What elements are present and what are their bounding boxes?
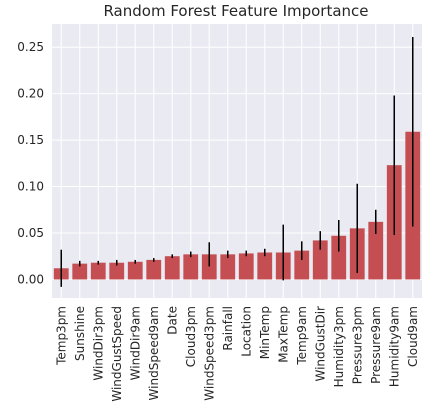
bar-MinTemp: [257, 252, 273, 280]
x-tick-label: Temp3pm: [54, 306, 68, 366]
x-tick-label: Cloud3pm: [184, 306, 198, 367]
bar-Temp9am: [294, 250, 310, 280]
bar-Date: [164, 256, 180, 280]
x-tick-label: WindSpeed3pm: [202, 306, 216, 401]
x-tick-label: Date: [165, 306, 179, 335]
bar-Humidity3pm: [331, 235, 347, 280]
y-axis: 0.00 0.05 0.10 0.15 0.20 0.25: [17, 40, 44, 286]
bar-WindDir3pm: [90, 262, 106, 280]
y-tick-label: 0.10: [17, 180, 44, 194]
x-tick-label: WindDir3pm: [91, 306, 105, 381]
x-tick-label: Humidity3pm: [332, 306, 346, 387]
x-tick-label: Pressure3pm: [350, 306, 364, 384]
y-tick-label: 0.00: [17, 272, 44, 286]
x-tick-label: MinTemp: [258, 306, 272, 359]
bar-WindDir9am: [127, 261, 143, 280]
x-tick-label: WindSpeed9am: [147, 306, 161, 400]
bar-Location: [238, 253, 254, 280]
x-tick-label: WindDir9am: [128, 306, 142, 380]
bar-WindSpeed9am: [146, 259, 162, 280]
x-tick-label: Cloud9am: [406, 306, 420, 367]
x-axis: Temp3pm Sunshine WindDir3pm WindGustSpeed Wi…: [54, 306, 420, 402]
bar-Rainfall: [220, 254, 236, 280]
x-tick-label: Rainfall: [221, 306, 235, 351]
x-tick-label: Location: [239, 306, 253, 357]
x-tick-label: WindGustDir: [313, 306, 327, 382]
y-tick-label: 0.15: [17, 133, 44, 147]
bar-Cloud3pm: [183, 254, 199, 280]
bar-WindGustDir: [312, 240, 328, 280]
y-tick-label: 0.25: [17, 40, 44, 54]
x-tick-label: MaxTemp: [276, 306, 290, 363]
y-tick-label: 0.20: [17, 87, 44, 101]
bar-WindGustSpeed: [109, 262, 125, 280]
bar-Sunshine: [72, 263, 88, 280]
bar-Pressure9am: [368, 221, 384, 280]
chart-title: Random Forest Feature Importance: [103, 2, 368, 20]
plot-area: [52, 24, 422, 298]
x-tick-label: Sunshine: [73, 306, 87, 361]
x-tick-label: Temp9am: [295, 306, 309, 366]
bar-WindSpeed3pm: [201, 254, 217, 280]
x-tick-label: Humidity9am: [387, 306, 401, 387]
x-tick-label: WindGustSpeed: [110, 306, 124, 402]
x-tick-label: Pressure9am: [369, 306, 383, 384]
error-bars: [60, 37, 414, 287]
y-tick-label: 0.05: [17, 226, 44, 240]
